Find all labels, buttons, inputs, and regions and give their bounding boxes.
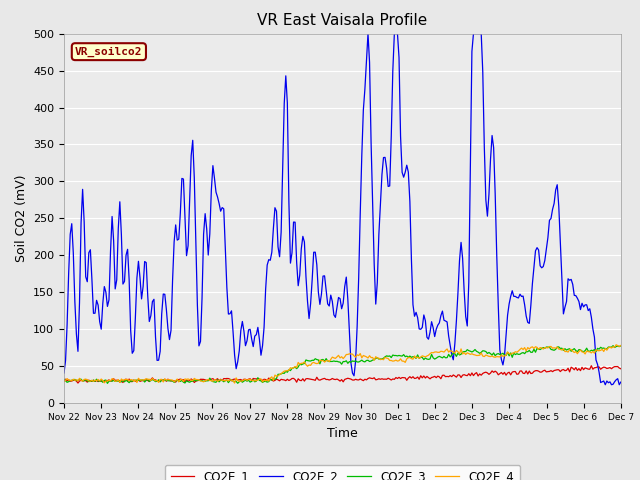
CO2E_3 [228,377,236,383]
CO2E_3 [104,381,111,386]
Y-axis label: Soil CO2 (mV): Soil CO2 (mV) [15,175,28,262]
CO2E_3 [246,379,254,385]
Line: CO2E_4: CO2E_4 [64,345,621,383]
CO2E_4 [246,376,254,382]
CO2E_2 [617,379,625,385]
CO2E_2 [588,314,595,320]
CO2E_1 [617,366,625,372]
CO2E_4 [231,380,239,386]
CO2E_2 [602,382,609,388]
CO2E_4 [612,342,620,348]
CO2E_1 [74,380,82,386]
CO2E_3 [60,376,68,382]
CO2E_2 [226,311,234,317]
CO2E_4 [255,376,263,382]
Title: VR East Vaisala Profile: VR East Vaisala Profile [257,13,428,28]
CO2E_2 [303,298,311,304]
CO2E_3 [617,343,625,348]
CO2E_1 [305,376,313,382]
CO2E_4 [617,343,625,348]
Line: CO2E_1: CO2E_1 [64,366,621,383]
CO2E_1 [588,363,595,369]
CO2E_3 [588,348,595,353]
CO2E_4 [129,377,136,383]
CO2E_1 [589,366,596,372]
CO2E_1 [228,378,236,384]
CO2E_2 [364,31,372,36]
CO2E_2 [244,327,252,333]
CO2E_4 [305,362,313,368]
CO2E_4 [226,377,234,383]
CO2E_1 [60,378,68,384]
CO2E_2 [129,350,136,356]
CO2E_4 [588,350,595,356]
CO2E_3 [305,358,313,364]
CO2E_1 [246,376,254,382]
CO2E_3 [609,343,617,348]
CO2E_3 [130,377,138,383]
Text: VR_soilco2: VR_soilco2 [75,47,143,57]
CO2E_1 [130,377,138,383]
CO2E_3 [255,378,263,384]
X-axis label: Time: Time [327,428,358,441]
CO2E_1 [255,376,263,382]
CO2E_2 [254,324,262,330]
CO2E_2 [60,370,68,376]
CO2E_4 [60,379,68,384]
Legend: CO2E_1, CO2E_2, CO2E_3, CO2E_4: CO2E_1, CO2E_2, CO2E_3, CO2E_4 [164,465,520,480]
Line: CO2E_3: CO2E_3 [64,346,621,384]
Line: CO2E_2: CO2E_2 [64,34,621,385]
